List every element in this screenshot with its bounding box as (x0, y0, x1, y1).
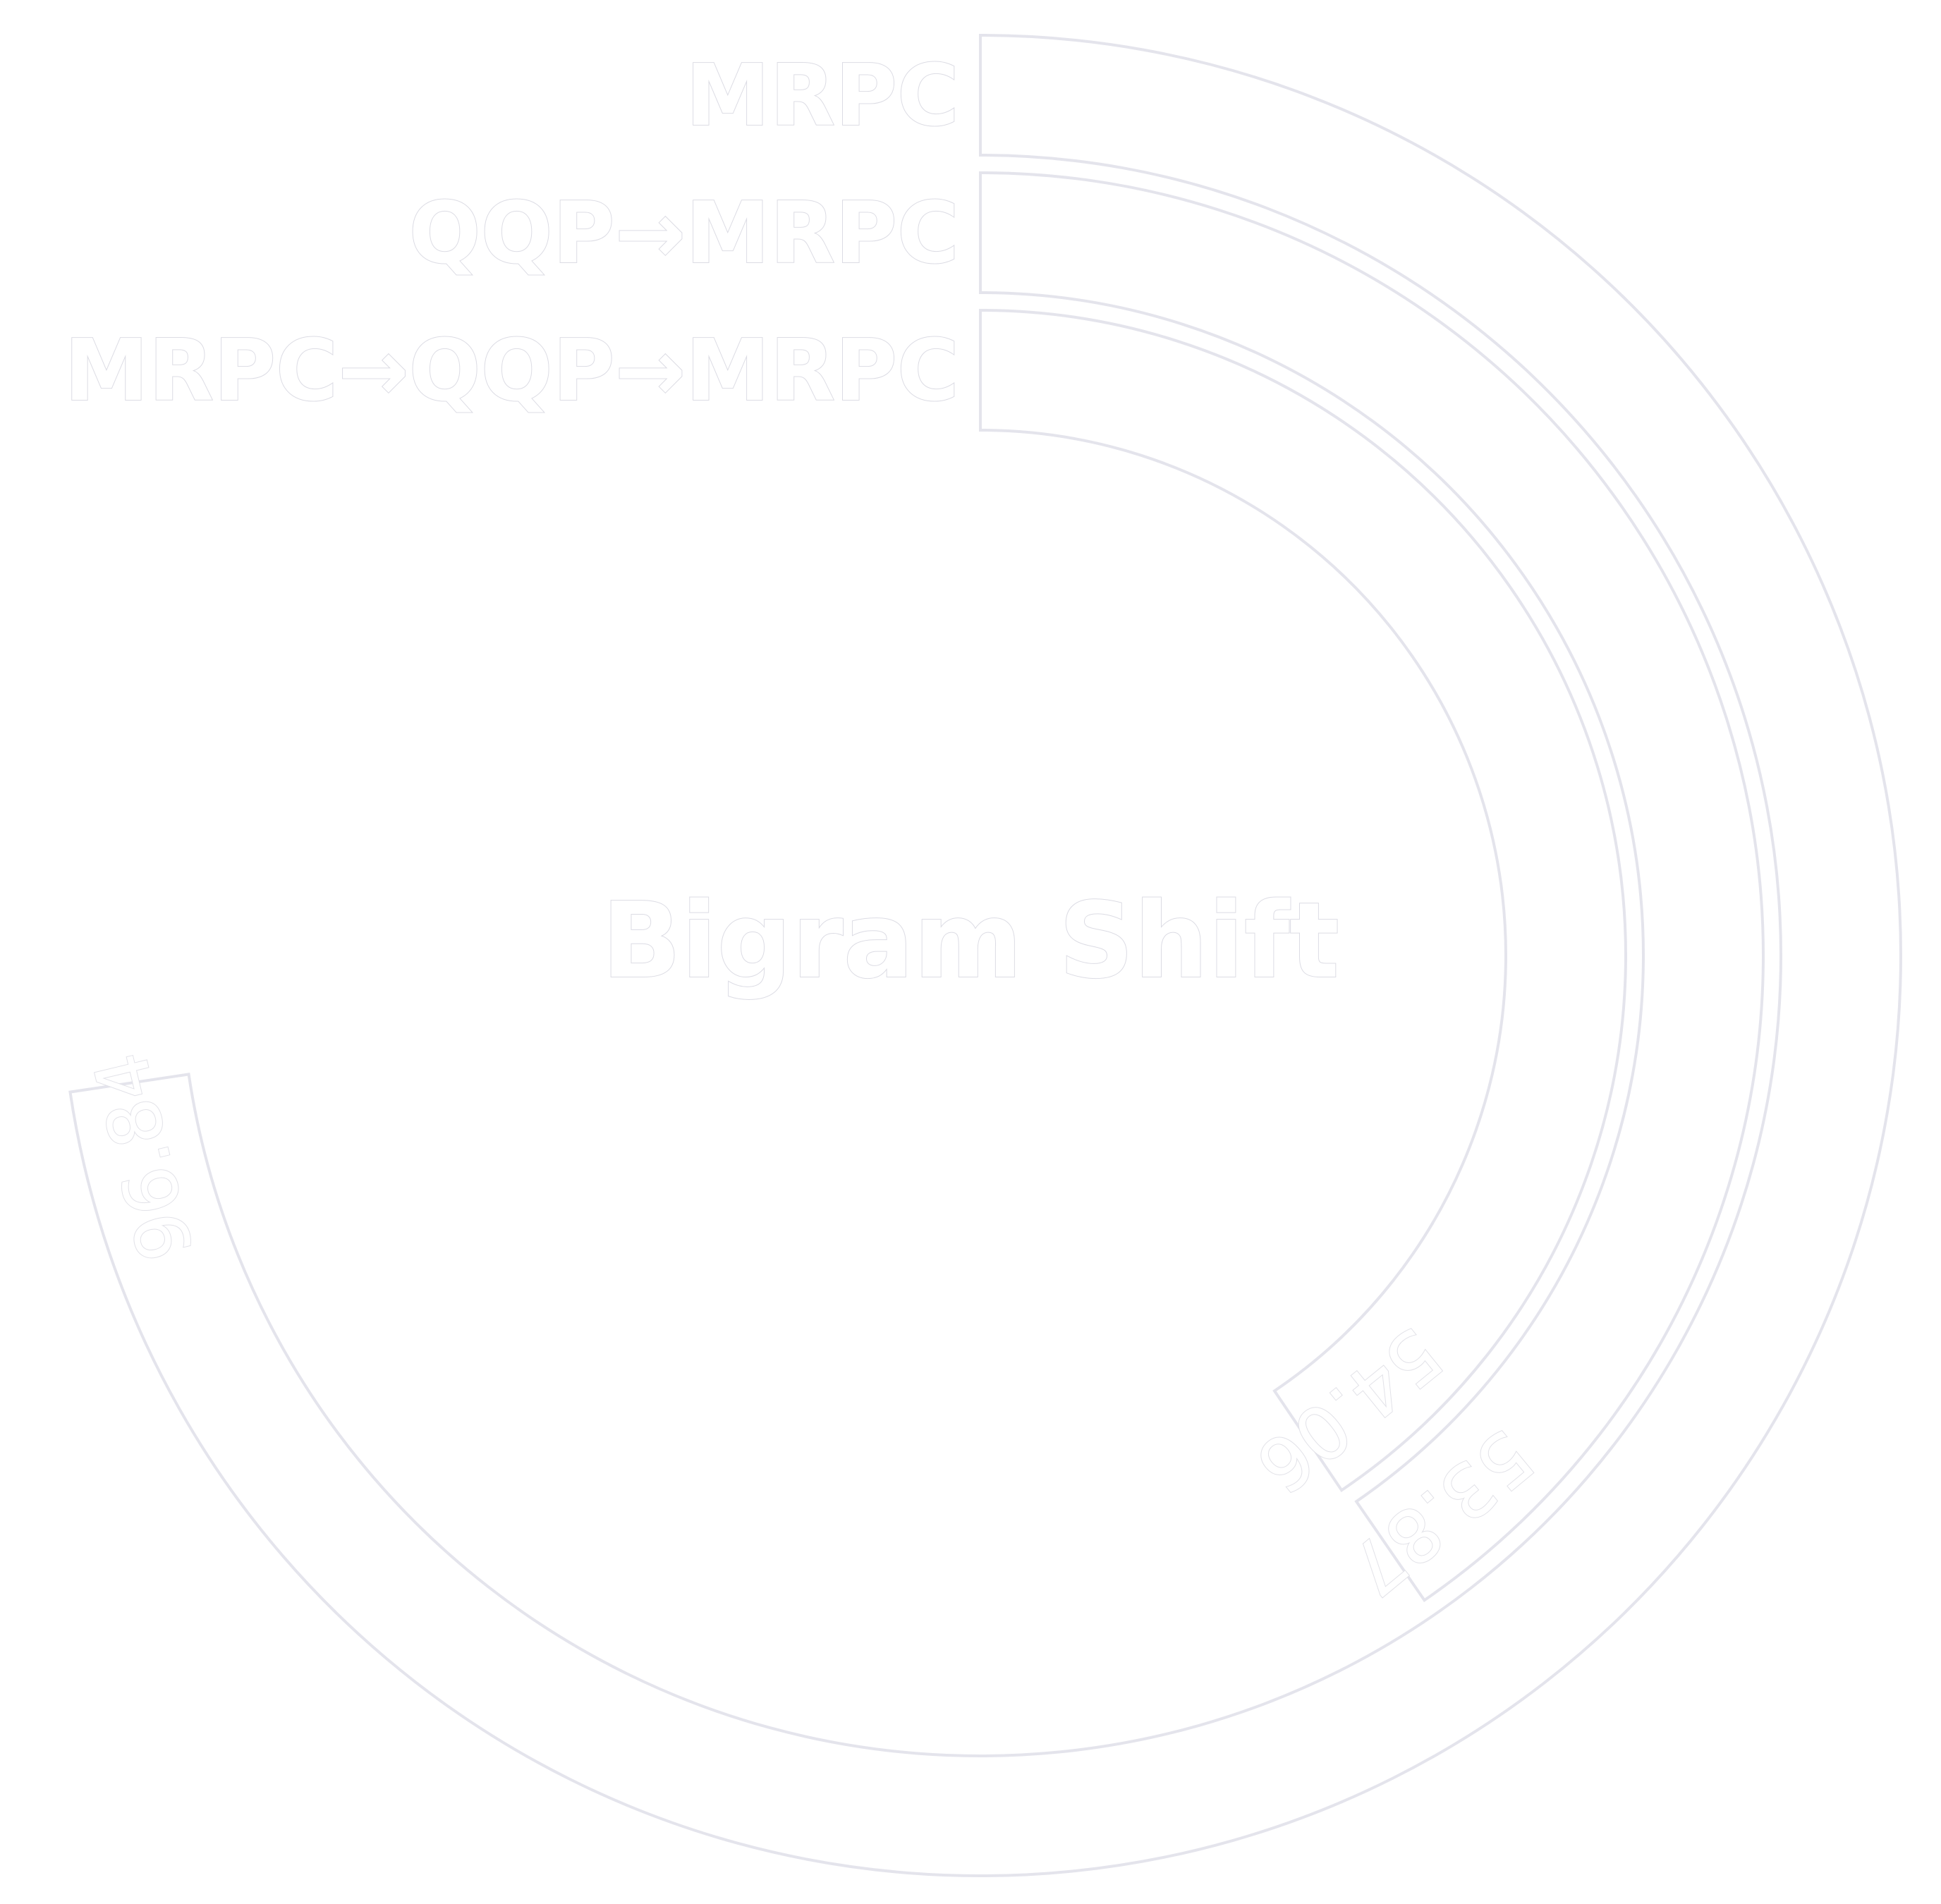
ring-group (68, 33, 1902, 1877)
ring-bar-mrpc (68, 33, 1902, 1877)
ring-label-mrpc: MRPC (686, 47, 959, 145)
ring-bar-qqp-mrpc (979, 171, 1765, 1603)
ring-label-qqp-mrpc: QQP→MRPC (409, 185, 959, 283)
ring-label-group: MRPC QQP→MRPC MRPC→QQP→MRPC (63, 47, 960, 421)
ring-label-mrpc-qqp-mrpc: MRPC→QQP→MRPC (64, 322, 959, 420)
ring-bar-mrpc-qqp-mrpc (979, 308, 1627, 1493)
chart-title: Bigram Shift (602, 880, 1339, 1001)
